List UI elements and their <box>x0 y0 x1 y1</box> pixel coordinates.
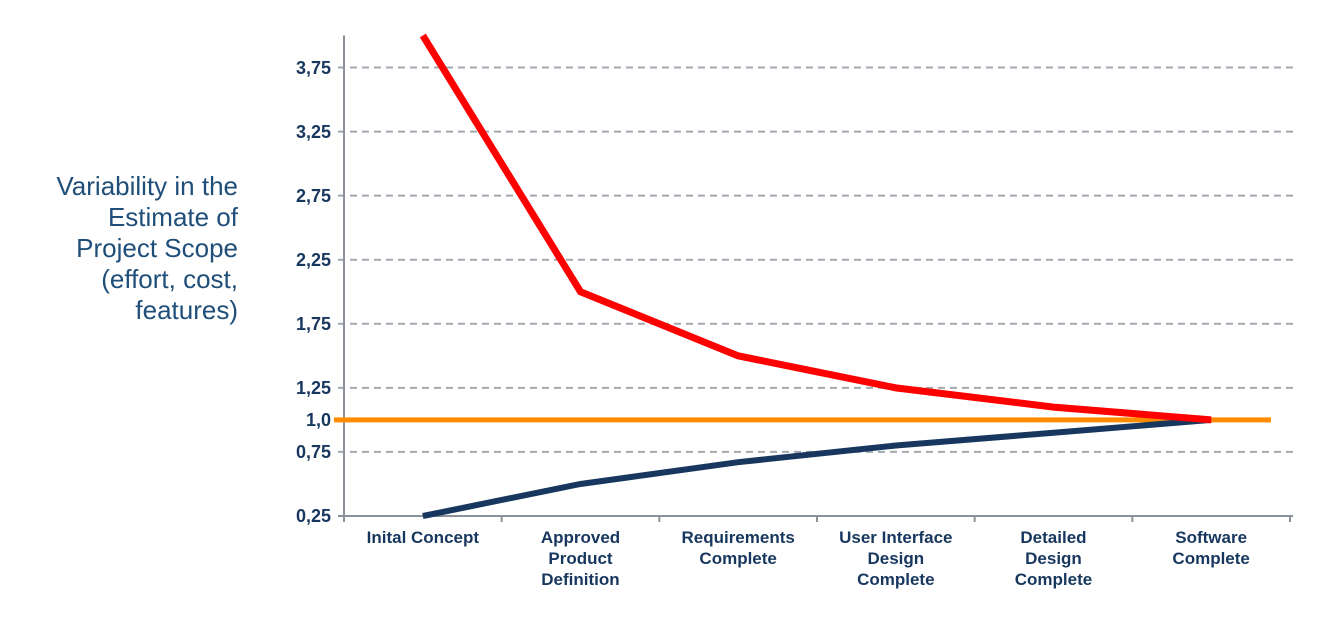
y-tick-label: 2,25 <box>295 249 331 270</box>
y-tick-label: 2,75 <box>295 185 331 206</box>
x-category-label: Software Complete <box>1172 528 1250 568</box>
series-line-high-estimate-bound <box>419 33 1212 424</box>
y-tick-label: 1,75 <box>295 313 331 334</box>
y-tick-label: 0,75 <box>295 441 331 462</box>
y-tick-label: 0,25 <box>295 506 331 526</box>
y-tick-label: 3,25 <box>295 121 331 142</box>
chart-axis-title-variability: Variability in the Estimate of Project S… <box>56 171 238 325</box>
x-category-label: User Interface Design Complete <box>839 528 953 589</box>
series-line-low-estimate-bound <box>422 416 1212 519</box>
y-tick-label: 1,0 <box>305 409 331 430</box>
x-category-label: Detailed Design Complete <box>1014 528 1093 589</box>
y-tick-label: 1,25 <box>295 377 331 398</box>
y-tick-label: 3,75 <box>295 57 331 78</box>
x-category-label: Approved Product Definition <box>540 528 621 589</box>
x-category-label: Requirements Complete <box>681 528 795 568</box>
x-category-label: Inital Concept <box>366 528 480 547</box>
